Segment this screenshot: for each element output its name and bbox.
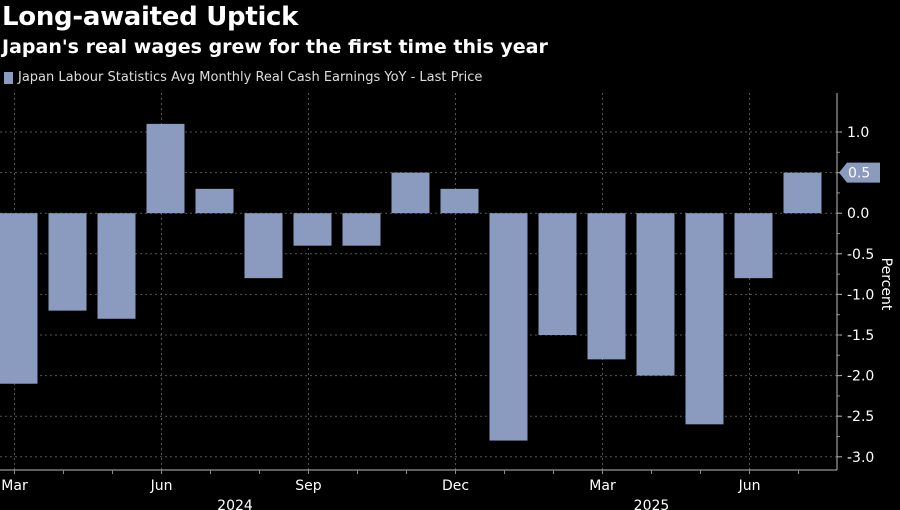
bar	[244, 213, 283, 279]
y-axis-label: Percent	[878, 258, 894, 311]
chart-title: Long-awaited Uptick	[2, 2, 299, 32]
x-tick-label: Jun	[150, 478, 173, 494]
y-tick-label: -0.5	[847, 247, 874, 263]
bar	[391, 172, 430, 214]
bar	[146, 123, 185, 214]
y-tick-label: -1.0	[847, 287, 874, 303]
last-price-marker: 0.5	[839, 162, 880, 183]
bar	[48, 213, 87, 311]
chart-subtitle: Japan's real wages grew for the first ti…	[2, 36, 548, 58]
bar	[734, 213, 773, 279]
y-tick-label: -3.0	[847, 450, 874, 466]
bar	[538, 213, 577, 335]
x-tick-label: Mar	[589, 478, 616, 494]
y-tick-label: 1.0	[847, 125, 869, 141]
y-tick-label: 0.0	[847, 206, 869, 222]
year-label: 2024	[217, 498, 253, 510]
bar	[636, 213, 675, 376]
bar	[440, 188, 479, 214]
bar	[0, 213, 38, 384]
x-tick-label: Jun	[738, 478, 761, 494]
x-tick-label: Dec	[442, 478, 469, 494]
bar	[489, 213, 528, 441]
bar	[783, 172, 822, 214]
legend-swatch	[4, 71, 13, 84]
year-label: 2025	[634, 498, 670, 510]
last-price-label: 0.5	[848, 166, 870, 182]
y-tick-label: -2.0	[847, 369, 874, 385]
bar	[97, 213, 136, 319]
x-axis: Mar Jun Sep Dec Mar Jun 2024 2025	[0, 469, 837, 510]
bars	[0, 123, 822, 441]
last-price-tag	[839, 162, 880, 183]
legend: Japan Labour Statistics Avg Monthly Real…	[4, 70, 482, 85]
y-tick-label: -1.5	[847, 328, 874, 344]
bar	[195, 188, 234, 214]
bar	[587, 213, 626, 360]
x-tick-label: Mar	[1, 478, 28, 494]
y-tick-label: -2.5	[847, 409, 874, 425]
bar	[685, 213, 724, 425]
x-tick-label: Sep	[295, 478, 322, 494]
legend-label: Japan Labour Statistics Avg Monthly Real…	[18, 70, 483, 85]
bar	[342, 213, 381, 246]
bar	[293, 213, 332, 246]
y-axis: 1.00.50.0-0.5-1.0-1.5-2.0-2.5-3.00.5	[836, 93, 880, 470]
